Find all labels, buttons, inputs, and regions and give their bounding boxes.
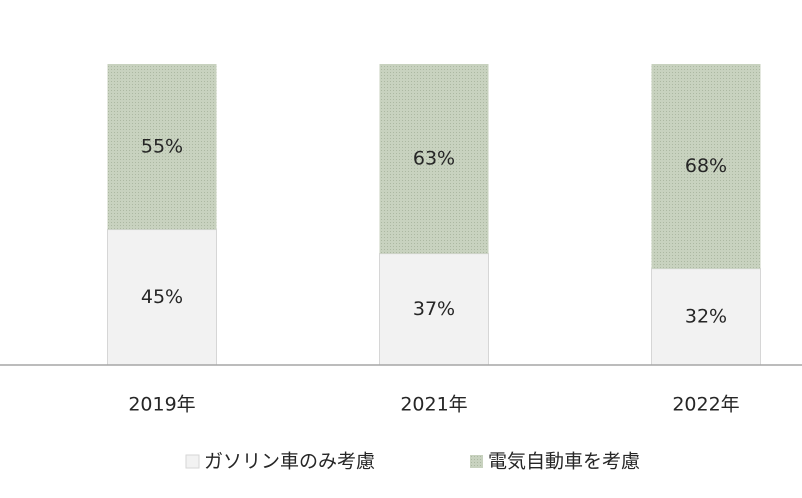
x-tick-label: 2019年	[128, 394, 195, 416]
bar-texture	[107, 64, 217, 230]
legend-label: 電気自動車を考慮	[488, 451, 640, 473]
x-tick-label: 2022年	[672, 394, 739, 416]
value-label: 37%	[413, 298, 455, 320]
value-label: 68%	[685, 155, 727, 177]
value-label: 45%	[141, 286, 183, 308]
bar-segment	[107, 229, 217, 366]
value-label: 63%	[413, 147, 455, 169]
legend-label: ガソリン車のみ考慮	[204, 451, 375, 473]
x-tick-label: 2021年	[400, 394, 467, 416]
bar-texture	[379, 64, 489, 254]
bar-texture	[651, 64, 761, 269]
bar-segment	[379, 253, 489, 366]
value-label: 55%	[141, 135, 183, 157]
legend-texture	[470, 455, 483, 468]
legend-swatch	[185, 454, 200, 469]
value-label: 32%	[685, 305, 727, 327]
